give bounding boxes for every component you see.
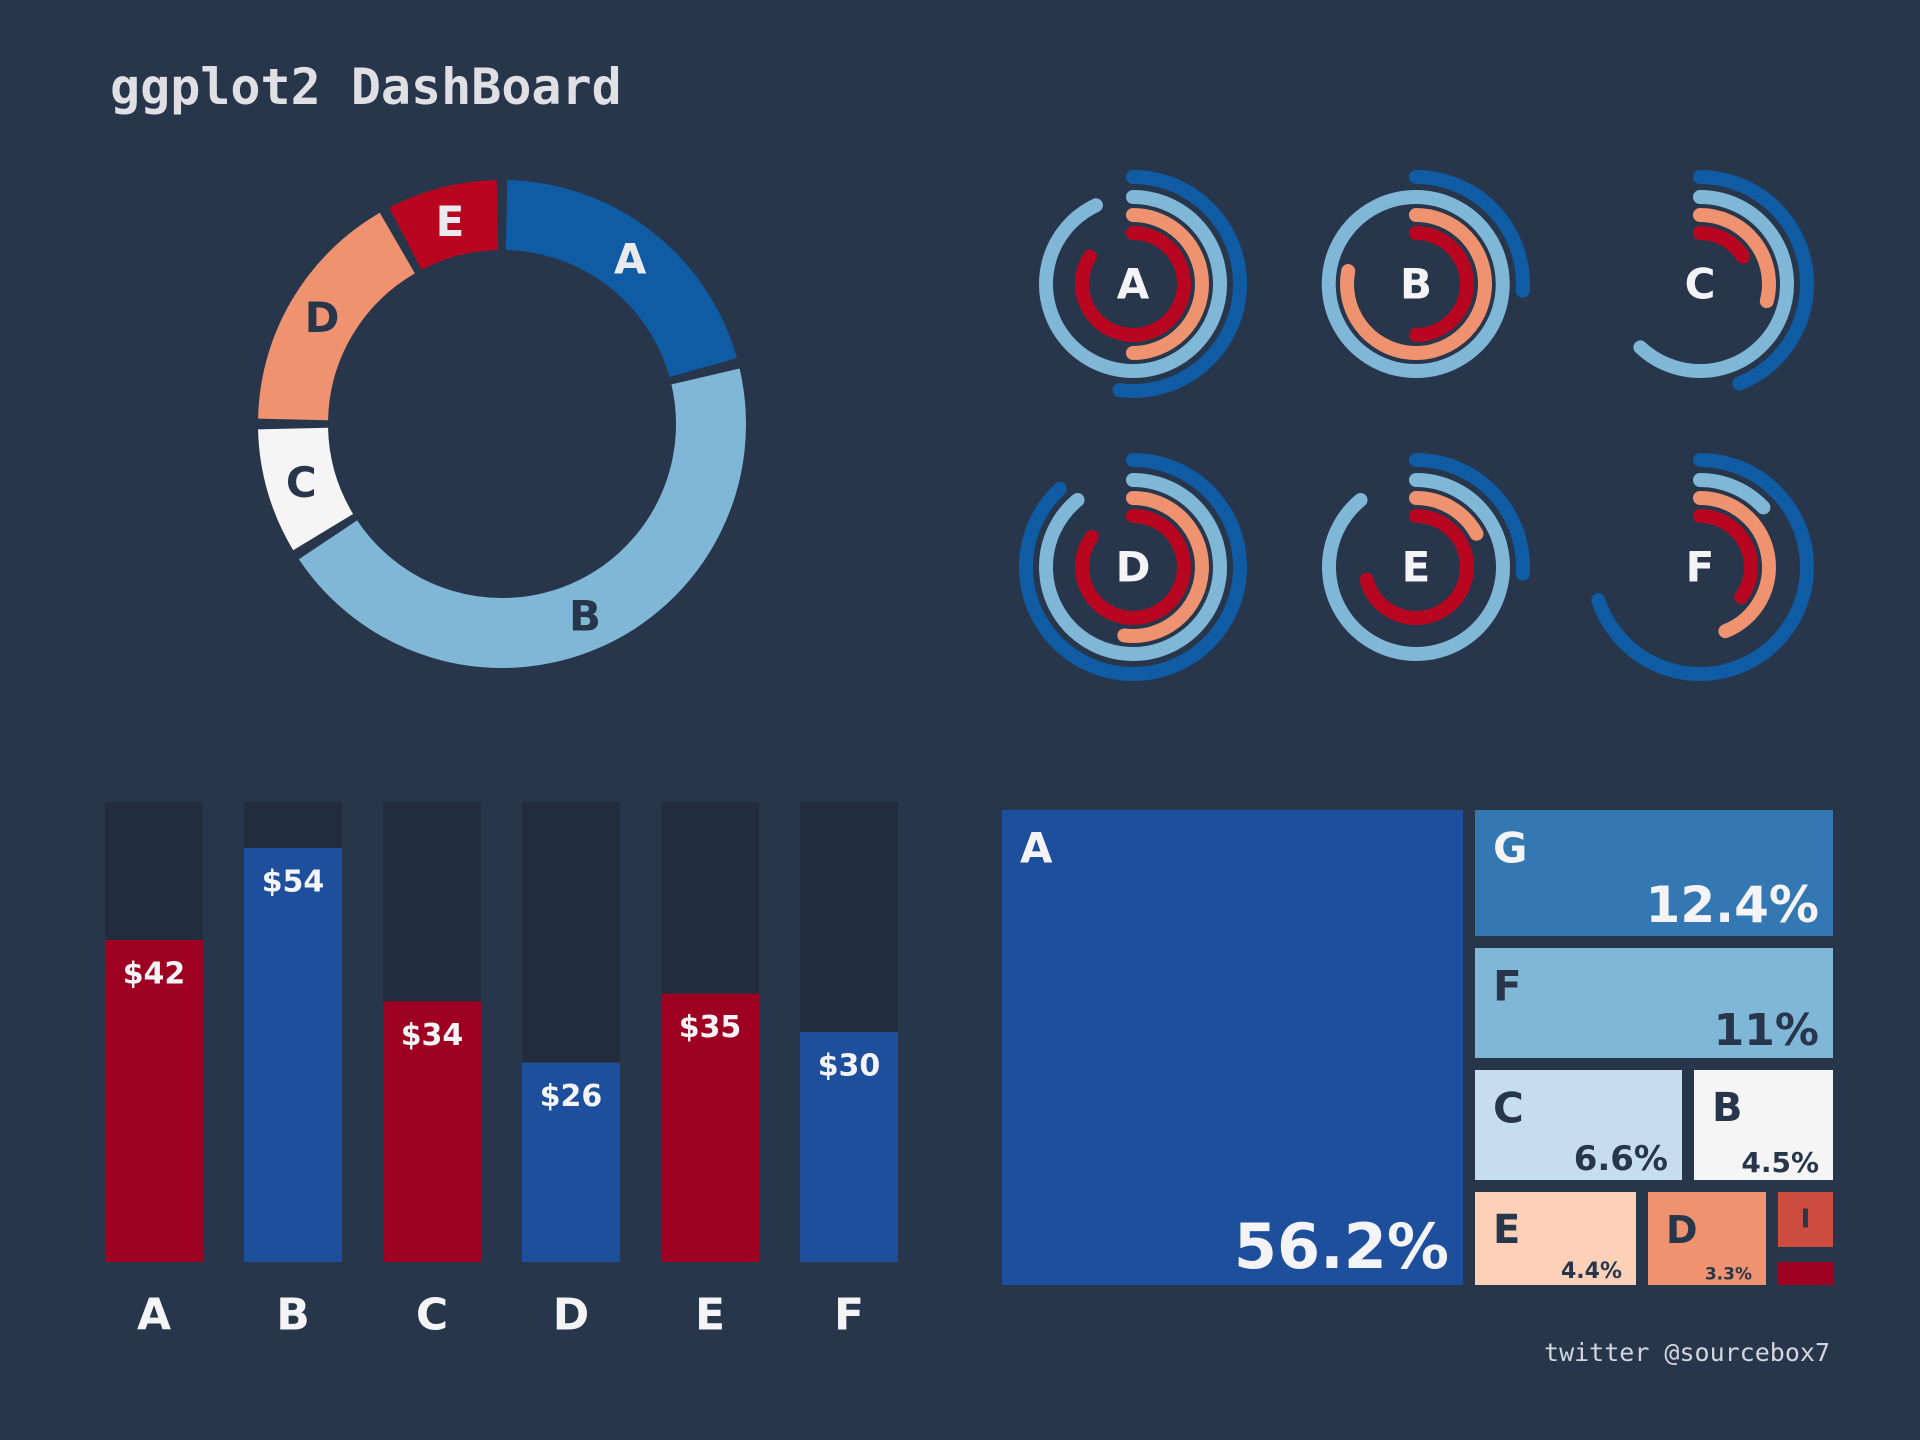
radial-ring xyxy=(1019,453,1247,681)
treemap-tile-label: C xyxy=(1493,1084,1524,1133)
bar-d xyxy=(522,1062,620,1262)
radial-ring xyxy=(1039,190,1227,378)
radial-panel-label: E xyxy=(1402,543,1431,592)
donut-slice-label: B xyxy=(569,591,601,640)
bar-a xyxy=(105,940,203,1262)
radial-panel-f: F xyxy=(1591,453,1814,681)
donut-slice-label: D xyxy=(305,293,340,342)
radial-panel-label: C xyxy=(1685,260,1716,309)
radial-ring xyxy=(1409,453,1530,581)
radial-ring xyxy=(1693,170,1815,391)
radial-ring xyxy=(1693,226,1751,264)
donut-slice-d xyxy=(258,212,416,422)
radial-ring xyxy=(1359,509,1474,625)
treemap-tile-value: 56.2% xyxy=(1234,1210,1449,1283)
radial-ring xyxy=(1693,208,1776,309)
radial-ring xyxy=(1075,509,1191,625)
footer-credit: twitter @sourcebox7 xyxy=(1544,1338,1830,1367)
bar-b xyxy=(244,848,342,1262)
bar-category-label: F xyxy=(834,1290,864,1341)
donut-slice-c xyxy=(258,426,354,551)
treemap-tile-label: D xyxy=(1666,1208,1698,1252)
radial-panel-label: A xyxy=(1117,260,1150,309)
radial-ring xyxy=(1321,190,1510,378)
radial-ring xyxy=(1409,226,1474,342)
treemap-tile-value: 4.5% xyxy=(1741,1146,1819,1179)
donut-slice-a xyxy=(505,180,737,378)
bar-category-label: D xyxy=(553,1290,590,1341)
donut-slice-b xyxy=(298,368,746,668)
donut-slice-e xyxy=(389,180,500,271)
radial-ring xyxy=(1409,170,1530,298)
bar-value-label: $34 xyxy=(401,1018,464,1053)
radial-ring xyxy=(1409,491,1484,541)
bar-f xyxy=(800,1032,898,1262)
treemap-tile-value: 6.6% xyxy=(1574,1139,1668,1179)
treemap-tile-label: E xyxy=(1493,1207,1520,1253)
radial-panel-label: F xyxy=(1686,543,1715,592)
treemap-tile-b xyxy=(1694,1070,1833,1180)
dashboard-title: ggplot2 DashBoard xyxy=(110,58,622,116)
bar-category-label: B xyxy=(276,1290,310,1341)
treemap-tile-e xyxy=(1475,1192,1636,1285)
treemap-tile-other xyxy=(1778,1262,1833,1285)
treemap-tile-c xyxy=(1475,1070,1682,1180)
radial-panel-label: D xyxy=(1116,543,1151,592)
treemap-tile-label: F xyxy=(1493,962,1522,1011)
treemap-tile-i xyxy=(1778,1192,1833,1247)
radial-ring xyxy=(1112,170,1247,398)
radial-panel-label: B xyxy=(1400,260,1432,309)
radial-ring xyxy=(1693,509,1758,604)
bar-value-label: $35 xyxy=(679,1010,742,1045)
donut-slice-label: E xyxy=(436,197,465,246)
radial-ring xyxy=(1633,190,1794,378)
treemap-tile-label: I xyxy=(1801,1205,1811,1235)
radial-ring xyxy=(1693,491,1776,639)
radial-ring xyxy=(1117,491,1209,643)
radial-ring xyxy=(1039,473,1227,661)
bar-value-label: $30 xyxy=(818,1049,881,1084)
treemap-tile-label: A xyxy=(1020,824,1053,873)
treemap-tile-value: 11% xyxy=(1714,1005,1819,1056)
bar-c xyxy=(383,1001,481,1262)
bar-value-label: $26 xyxy=(540,1079,603,1114)
treemap-tile-a xyxy=(1002,810,1463,1285)
radial-ring xyxy=(1322,473,1510,661)
radial-ring xyxy=(1693,473,1771,515)
bar-e xyxy=(661,993,759,1262)
treemap-tile-f xyxy=(1475,948,1833,1058)
bar-category-label: E xyxy=(695,1290,725,1341)
treemap-tile-value: 3.3% xyxy=(1705,1264,1752,1284)
radial-panel-c: C xyxy=(1633,170,1815,391)
radial-ring xyxy=(1591,453,1814,681)
radial-panel-e: E xyxy=(1322,453,1530,661)
treemap-tile-value: 12.4% xyxy=(1646,876,1819,934)
treemap-tile-d xyxy=(1648,1192,1766,1285)
treemap-tile-label: B xyxy=(1712,1085,1743,1131)
bar-category-label: A xyxy=(137,1290,171,1341)
radial-panel-d: D xyxy=(1019,453,1247,681)
bar-value-label: $54 xyxy=(262,865,325,900)
bar-value-label: $42 xyxy=(123,957,186,992)
radial-panel-a: A xyxy=(1039,170,1247,398)
treemap-tile-value: 4.4% xyxy=(1561,1259,1622,1284)
radial-ring xyxy=(1075,226,1191,342)
radial-ring xyxy=(1340,208,1492,360)
donut-slice-label: A xyxy=(614,234,647,283)
radial-panel-b: B xyxy=(1321,170,1530,378)
donut-slice-label: C xyxy=(286,458,317,507)
treemap-tile-label: G xyxy=(1493,824,1527,873)
treemap-tile-g xyxy=(1475,810,1833,936)
radial-ring xyxy=(1126,208,1209,360)
bar-category-label: C xyxy=(416,1290,448,1341)
